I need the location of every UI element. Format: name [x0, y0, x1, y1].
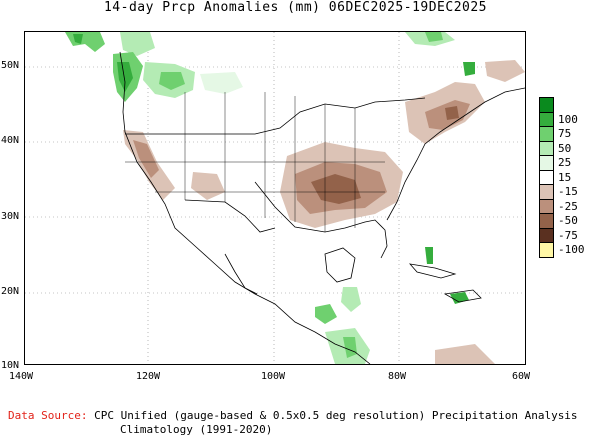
legend-label: -75	[558, 228, 578, 242]
footer: Data Source: CPC Unified (gauge-based & …	[8, 409, 578, 437]
lat-label-50n: 50N	[1, 60, 20, 71]
wet-anomaly-regions	[65, 32, 475, 364]
legend-swatch	[539, 198, 554, 214]
legend-swatch	[539, 169, 554, 185]
map-panel	[24, 31, 526, 365]
legend-label: -50	[558, 214, 578, 227]
legend-swatch	[539, 97, 554, 113]
legend-swatch	[539, 227, 554, 243]
legend-swatch	[539, 184, 554, 200]
legend-swatch	[539, 242, 554, 258]
color-legend	[539, 97, 555, 258]
legend-swatch	[539, 213, 554, 229]
lon-label-80w: 80W	[388, 371, 407, 382]
legend-swatch	[539, 140, 554, 156]
source-text: CPC Unified (gauge-based & 0.5x0.5 deg r…	[94, 409, 578, 422]
lon-label-60w: 60W	[512, 371, 531, 382]
legend-label: -100	[558, 243, 585, 256]
legend-label: 50	[558, 141, 572, 155]
lat-label-30n: 30N	[1, 211, 20, 222]
lat-label-10n: 10N	[1, 360, 20, 371]
legend-label: 25	[558, 156, 572, 169]
dry-anomaly-regions	[123, 60, 525, 364]
legend-label: 75	[558, 127, 572, 140]
legend-label: 100	[558, 112, 578, 126]
climatology-text: Climatology (1991-2020)	[120, 423, 273, 436]
lon-label-100w: 100W	[261, 371, 286, 382]
legend-label: 15	[558, 170, 572, 184]
lon-label-120w: 120W	[136, 371, 161, 382]
legend-label: -15	[558, 185, 578, 198]
source-line: Data Source: CPC Unified (gauge-based & …	[8, 409, 578, 423]
lon-label-140w: 140W	[9, 371, 34, 382]
legend-label: -25	[558, 199, 578, 213]
legend-swatch	[539, 155, 554, 171]
state-borders	[125, 92, 385, 232]
lat-label-40n: 40N	[1, 135, 20, 146]
source-label: Data Source:	[8, 409, 88, 422]
legend-swatch	[539, 126, 554, 142]
anomaly-map	[25, 32, 525, 364]
map-gridlines	[25, 32, 525, 364]
lat-label-20n: 20N	[1, 286, 20, 297]
map-title: 14-day Prcp Anomalies (mm) 06DEC2025-19D…	[103, 0, 488, 15]
legend-swatch	[539, 111, 554, 127]
